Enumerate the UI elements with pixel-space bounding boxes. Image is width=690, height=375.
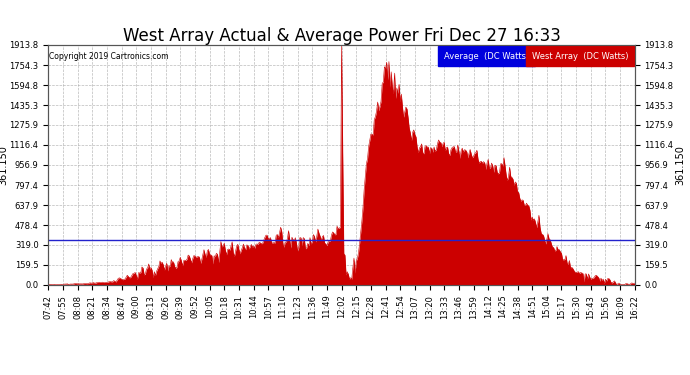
Y-axis label: 361.150: 361.150	[0, 145, 8, 185]
Text: Copyright 2019 Cartronics.com: Copyright 2019 Cartronics.com	[49, 52, 168, 61]
Title: West Array Actual & Average Power Fri Dec 27 16:33: West Array Actual & Average Power Fri De…	[123, 27, 560, 45]
Y-axis label: 361.150: 361.150	[675, 145, 685, 185]
Legend: Average  (DC Watts), West Array  (DC Watts): Average (DC Watts), West Array (DC Watts…	[442, 49, 631, 63]
